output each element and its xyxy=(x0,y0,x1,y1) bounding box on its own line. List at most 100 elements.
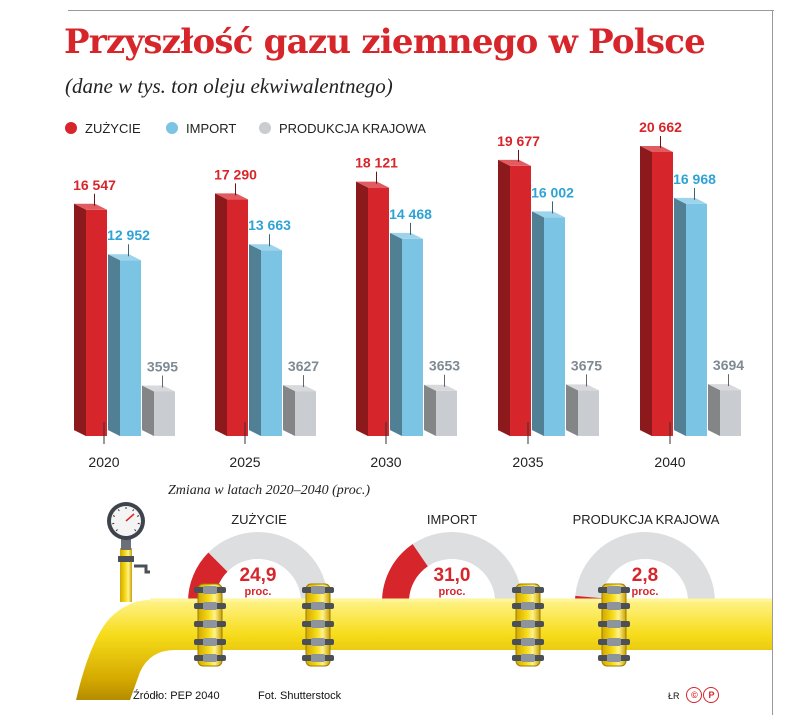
gauge-value-production: 2,8 xyxy=(631,565,659,586)
bar-consumption-top xyxy=(356,181,389,188)
side-rule xyxy=(772,10,773,715)
bar-import-side xyxy=(249,244,261,436)
bar-consumption-side xyxy=(640,146,652,436)
flange-nut xyxy=(521,602,535,610)
gauge-track xyxy=(188,532,328,602)
value-label-consumption-2020: 16 547 xyxy=(73,177,116,193)
flange-nut xyxy=(521,638,535,646)
gauge-unit-import: proc. xyxy=(438,586,466,598)
bar-consumption-2035 xyxy=(498,159,531,436)
gauge-track xyxy=(382,532,522,602)
flange-nut xyxy=(203,638,217,646)
bar-production-top xyxy=(424,384,457,391)
gauge-tick xyxy=(115,529,118,532)
photo-credit: Fot. Shutterstock xyxy=(258,690,342,702)
bar-production-side xyxy=(142,385,154,436)
publisher-logo: © P xyxy=(686,687,720,703)
bar-consumption-side xyxy=(498,159,510,436)
gauge-stem xyxy=(121,536,131,550)
bar-import-2025 xyxy=(249,244,282,436)
gauge-value-consumption: 24,9 xyxy=(239,565,277,586)
gauge-tick xyxy=(134,529,137,532)
top-rule xyxy=(68,10,774,11)
gauge-tick xyxy=(132,509,135,512)
legend-swatch-production xyxy=(259,122,271,134)
gauge-label-consumption: ZUŻYCIE xyxy=(231,512,287,527)
gauge-tick xyxy=(117,509,120,512)
x-tick-label-2040: 2040 xyxy=(654,454,685,470)
flange-nut xyxy=(607,602,621,610)
bar-production-top xyxy=(566,384,599,391)
gauge-tick xyxy=(112,515,116,517)
value-label-import-2020: 12 952 xyxy=(107,227,150,243)
bar-consumption-top xyxy=(74,203,107,210)
value-label-production-2020: 3595 xyxy=(147,359,178,375)
bar-import-2030 xyxy=(390,232,423,436)
pipe-flange-3 xyxy=(598,583,630,667)
value-label-production-2035: 3675 xyxy=(571,357,602,373)
bar-import-2035 xyxy=(532,211,565,436)
bar-production-2020 xyxy=(142,385,175,436)
change-title: Zmiana w latach 2020–2040 (proc.) xyxy=(168,483,371,498)
bar-production-top xyxy=(283,385,316,392)
value-label-consumption-2035: 19 677 xyxy=(497,133,540,149)
author-initials: ŁR xyxy=(668,691,680,701)
bar-consumption-top xyxy=(640,146,673,152)
flange-nut xyxy=(203,654,217,662)
bar-production-2035 xyxy=(566,384,599,436)
bar-import-side xyxy=(674,197,686,436)
flange-nut xyxy=(607,638,621,646)
gauge-needle xyxy=(125,513,135,522)
flange-nut xyxy=(607,586,621,594)
value-label-consumption-2025: 17 290 xyxy=(214,166,257,182)
value-label-production-2030: 3653 xyxy=(429,358,460,374)
bar-import-top xyxy=(532,211,565,218)
bar-production-side xyxy=(283,385,295,436)
flange-nut xyxy=(607,654,621,662)
flange-nut xyxy=(311,620,325,628)
value-label-consumption-2030: 18 121 xyxy=(355,155,398,171)
x-tick-label-2035: 2035 xyxy=(512,454,543,470)
bar-chart: 3595 12 952 16 547 2020 3627 13 663 17 290 2025… xyxy=(73,119,744,470)
flange-nut xyxy=(521,586,535,594)
bar-consumption-side xyxy=(215,193,227,436)
legend-swatch-consumption xyxy=(65,122,77,134)
flange-nut xyxy=(311,586,325,594)
valve-handle xyxy=(134,564,150,574)
bar-consumption-top xyxy=(215,193,248,200)
gauge-value-import: 31,0 xyxy=(433,565,471,586)
value-label-import-2035: 16 002 xyxy=(531,184,574,200)
bar-consumption-2020 xyxy=(74,203,107,436)
bar-production-top xyxy=(708,384,741,391)
gauge-fill xyxy=(382,544,428,602)
bar-consumption-2030 xyxy=(356,181,389,436)
value-label-import-2030: 14 468 xyxy=(389,206,432,222)
bar-production-2030 xyxy=(424,384,457,436)
x-tick-label-2030: 2030 xyxy=(370,454,401,470)
legend-swatch-import xyxy=(166,122,178,134)
flange-nut xyxy=(607,620,621,628)
flange-nut xyxy=(311,602,325,610)
gauge-unit-production: proc. xyxy=(631,586,659,598)
bar-import-top xyxy=(108,254,141,261)
bar-production-side xyxy=(708,384,720,436)
flange-nut xyxy=(521,654,535,662)
pressure-gauge-icon xyxy=(107,502,150,602)
gauge-track xyxy=(575,532,715,602)
gauge-tick xyxy=(136,515,140,517)
flange-nut xyxy=(521,620,535,628)
bar-import-2040 xyxy=(674,197,707,436)
gauge-label-production: PRODUKCJA KRAJOWA xyxy=(572,512,720,527)
bar-consumption-side xyxy=(74,203,86,436)
value-label-consumption-2040: 20 662 xyxy=(639,119,682,135)
flange-nut xyxy=(203,620,217,628)
bar-import-2020 xyxy=(108,254,141,436)
gauge-unit-consumption: proc. xyxy=(244,586,272,598)
legend-label-production: PRODUKCJA KRAJOWA xyxy=(279,121,426,136)
bar-production-2025 xyxy=(283,385,316,436)
bar-import-side xyxy=(108,254,120,436)
gas-pipe xyxy=(76,583,772,700)
pipe-body xyxy=(76,600,772,700)
bar-consumption-top xyxy=(498,159,531,166)
